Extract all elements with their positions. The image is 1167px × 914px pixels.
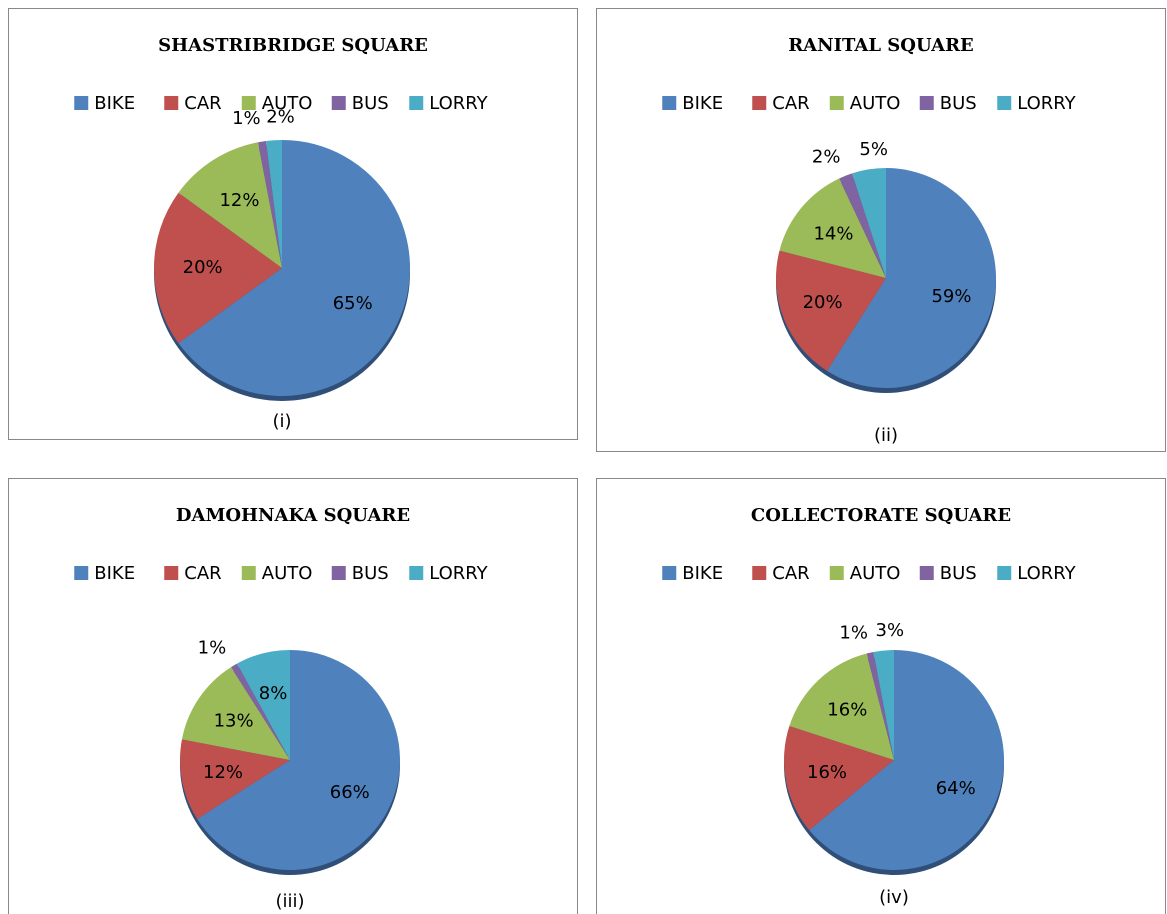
data-label: 16% bbox=[827, 699, 867, 720]
legend-swatch bbox=[164, 566, 179, 580]
legend-label: LORRY bbox=[429, 563, 488, 584]
pie-slice bbox=[873, 650, 894, 760]
legend-swatch bbox=[997, 96, 1012, 110]
chart: RANITAL SQUARE BIKE CAR AUTO BUS LORRY 59% 20% 1… bbox=[596, 8, 1166, 452]
data-label: 16% bbox=[807, 762, 847, 783]
pie-slice bbox=[779, 178, 886, 278]
legend-swatch bbox=[919, 96, 934, 110]
legend-swatch bbox=[752, 96, 767, 110]
legend-label: BIKE bbox=[682, 93, 723, 114]
legend-swatch bbox=[74, 96, 89, 110]
legend-swatch bbox=[997, 566, 1012, 580]
legend-swatch bbox=[241, 96, 256, 110]
pie-slice bbox=[784, 726, 894, 831]
chart-title: SHASTRIBRIDGE SQUARE bbox=[158, 35, 428, 56]
legend-swatch bbox=[331, 96, 346, 110]
chart-title: DAMOHNAKA SQUARE bbox=[176, 505, 410, 526]
pie-slice bbox=[178, 140, 410, 396]
legend-swatch bbox=[662, 96, 677, 110]
legend-label: BIKE bbox=[94, 93, 135, 114]
legend-label: BUS bbox=[352, 563, 389, 584]
legend-swatch bbox=[919, 566, 934, 580]
data-label: 20% bbox=[803, 292, 843, 313]
legend-label: BUS bbox=[352, 93, 389, 114]
chart: COLLECTORATE SQUARE BIKE CAR AUTO BUS LORRY 64… bbox=[596, 478, 1166, 914]
data-label: 8% bbox=[259, 683, 288, 704]
chart-title: COLLECTORATE SQUARE bbox=[751, 505, 1011, 526]
legend-label: AUTO bbox=[262, 93, 313, 114]
data-label: 14% bbox=[813, 224, 853, 245]
legend-label: AUTO bbox=[850, 93, 901, 114]
legend-swatch bbox=[829, 566, 844, 580]
legend-label: AUTO bbox=[850, 563, 901, 584]
legend-label: BIKE bbox=[682, 563, 723, 584]
data-label: 2% bbox=[812, 146, 841, 167]
pie-slice bbox=[789, 653, 894, 760]
pie-slice bbox=[180, 739, 290, 819]
pie-slice bbox=[265, 140, 282, 268]
legend-swatch bbox=[409, 566, 424, 580]
data-label: 13% bbox=[214, 711, 254, 732]
caption: (iii) bbox=[275, 891, 304, 912]
pie-slice bbox=[866, 651, 894, 760]
pie-slice bbox=[231, 663, 290, 760]
data-label: 65% bbox=[333, 293, 373, 314]
legend-label: BIKE bbox=[94, 563, 135, 584]
legend-label: LORRY bbox=[1017, 93, 1076, 114]
data-label: 64% bbox=[936, 778, 976, 799]
legend-label: BUS bbox=[940, 93, 977, 114]
data-label: 1% bbox=[232, 108, 261, 129]
chart: SHASTRIBRIDGE SQUARE BIKE CAR AUTO BUS LORRY 6… bbox=[8, 8, 578, 440]
pie-slice bbox=[178, 142, 282, 268]
chart-title: RANITAL SQUARE bbox=[788, 35, 974, 56]
legend-label: CAR bbox=[772, 93, 809, 114]
caption: (iv) bbox=[879, 887, 909, 908]
caption: (ii) bbox=[874, 425, 898, 446]
legend-label: AUTO bbox=[262, 563, 313, 584]
data-label: 20% bbox=[183, 257, 223, 278]
legend-swatch bbox=[74, 566, 89, 580]
legend-label: BUS bbox=[940, 563, 977, 584]
legend-label: CAR bbox=[184, 563, 221, 584]
legend-swatch bbox=[409, 96, 424, 110]
pie-slice bbox=[852, 168, 886, 278]
data-label: 59% bbox=[931, 286, 971, 307]
pie-slice bbox=[827, 168, 996, 388]
pie-slice bbox=[237, 650, 290, 760]
legend-swatch bbox=[331, 566, 346, 580]
pie-slice bbox=[197, 650, 400, 870]
legend-label: CAR bbox=[184, 93, 221, 114]
legend-label: LORRY bbox=[1017, 563, 1076, 584]
pie-slice bbox=[776, 250, 886, 371]
pie-slice bbox=[839, 173, 886, 278]
pie-slice bbox=[258, 141, 282, 268]
legend-swatch bbox=[829, 96, 844, 110]
data-label: 5% bbox=[859, 139, 888, 160]
data-label: 2% bbox=[266, 106, 295, 127]
data-label: 12% bbox=[219, 190, 259, 211]
pie-slice bbox=[154, 192, 282, 344]
data-label: 3% bbox=[876, 620, 905, 641]
legend-swatch bbox=[752, 566, 767, 580]
legend-label: LORRY bbox=[429, 93, 488, 114]
legend-swatch bbox=[241, 566, 256, 580]
caption: (i) bbox=[272, 411, 291, 432]
legend-swatch bbox=[662, 566, 677, 580]
data-label: 1% bbox=[839, 622, 868, 643]
legend-label: CAR bbox=[772, 563, 809, 584]
legend-swatch bbox=[164, 96, 179, 110]
data-label: 66% bbox=[330, 782, 370, 803]
data-label: 1% bbox=[198, 637, 227, 658]
data-label: 12% bbox=[203, 762, 243, 783]
pie-slice bbox=[809, 650, 1004, 870]
chart: DAMOHNAKA SQUARE BIKE CAR AUTO BUS LORRY 66% 12… bbox=[8, 478, 578, 914]
pie-slice bbox=[181, 667, 290, 760]
